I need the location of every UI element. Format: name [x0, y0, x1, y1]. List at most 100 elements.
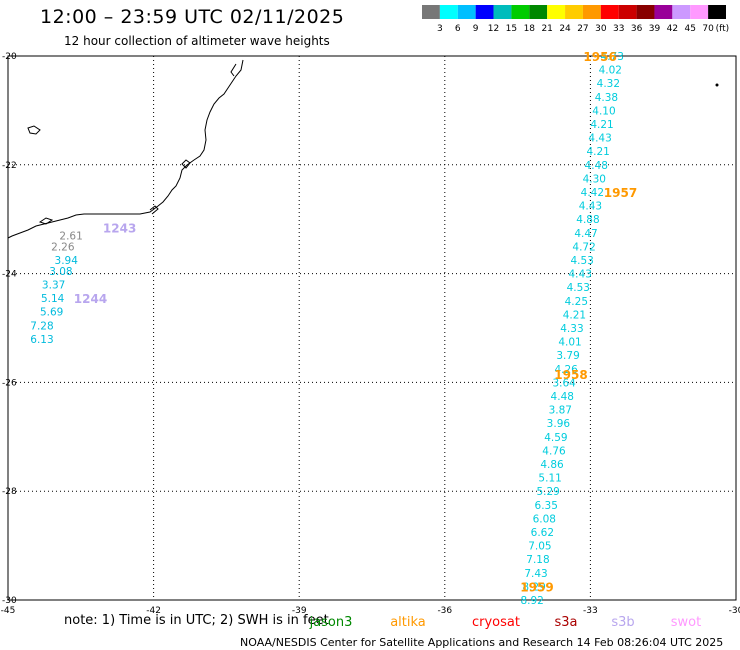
swh-value-label: 3.08 — [49, 266, 72, 278]
scale-swatch — [654, 5, 673, 19]
graticule: -45 -42 -39 -36 -33 -30 -20 -22 -24 -26 -28 -30 — [1, 52, 740, 616]
swh-value-label: 4.48 — [551, 391, 574, 403]
coastline — [7, 59, 719, 239]
scale-label: 9 — [473, 24, 479, 33]
lat-tick-label: -28 — [2, 487, 17, 497]
scale-swatch — [457, 5, 476, 19]
swh-value-label: 4.30 — [583, 173, 606, 185]
scale-swatch — [708, 5, 726, 19]
lon-tick-label: -39 — [292, 606, 307, 616]
swh-value-label: 3.87 — [549, 405, 572, 417]
scale-label: 36 — [631, 24, 643, 33]
swh-value-label: 4.72 — [572, 241, 595, 253]
swh-value-label: 4.33 — [560, 323, 583, 335]
scale-label: 70 — [702, 24, 714, 33]
scale-label: 6 — [455, 24, 461, 33]
swh-value-label: 4.21 — [586, 146, 609, 158]
swh-value-label: 4.48 — [585, 160, 608, 172]
lat-tick-label: -26 — [2, 378, 17, 388]
lat-tick-label: -20 — [2, 52, 17, 62]
scale-label: 42 — [667, 24, 678, 33]
swh-value-label: 6.13 — [30, 334, 53, 346]
scale-label: 30 — [595, 24, 607, 33]
scale-swatch — [439, 5, 458, 19]
swh-value-label: 3.96 — [547, 418, 571, 430]
swh-value-label: 4.86 — [540, 459, 564, 471]
bay-shoreline — [38, 205, 159, 225]
pass-time-label: 1957 — [604, 186, 637, 200]
swh-value-label: 4.42 — [581, 187, 604, 199]
lat-tick-label: -30 — [2, 596, 17, 606]
scale-swatch — [475, 5, 494, 19]
swh-value-label: 4.76 — [542, 445, 566, 457]
satellite-legend: jason3 altika cryosat s3a s3b swot — [309, 615, 702, 630]
pass-time-label: 1958 — [554, 368, 587, 382]
bay-island — [181, 159, 191, 169]
brazil-coastline — [7, 59, 244, 239]
swh-value-label: 4.59 — [544, 432, 567, 444]
scale-swatch — [600, 5, 619, 19]
swh-value-label: 4.43 — [569, 269, 592, 281]
map-frame — [7, 55, 737, 601]
swh-value-label: 4.88 — [576, 214, 599, 226]
scale-label: 21 — [541, 24, 552, 33]
swh-value-label: 5.11 — [538, 473, 561, 485]
swh-value-label: 4.25 — [565, 296, 588, 308]
swh-value-label: 4.53 — [567, 282, 590, 294]
swh-value-label: 6.62 — [531, 527, 554, 539]
swh-value-label: 7.05 — [528, 541, 551, 553]
altimeter-tracks: 4.734.024.324.384.104.214.434.214.484.30… — [30, 50, 637, 607]
swh-value-label: 4.32 — [597, 78, 620, 90]
satellite-legend-jason3: jason3 — [309, 615, 353, 630]
lon-tick-label: -36 — [437, 606, 452, 616]
swh-value-label: 3.37 — [42, 279, 65, 291]
swh-value-label: 4.43 — [579, 201, 602, 213]
footer-credit: NOAA/NESDIS Center for Satellite Applica… — [240, 636, 724, 649]
altika-track: 4.734.024.324.384.104.214.434.214.484.30… — [520, 50, 637, 607]
scale-swatch — [690, 5, 709, 19]
lon-tick-label: -45 — [1, 606, 16, 616]
swh-value-label: 5.69 — [40, 307, 63, 319]
swh-value-label: 4.21 — [590, 119, 613, 131]
satellite-legend-altika: altika — [390, 615, 426, 630]
scale-swatch — [618, 5, 637, 19]
note-text: note: 1) Time is in UTC; 2) SWH is in fe… — [64, 613, 329, 628]
swh-value-label: 8.92 — [520, 595, 543, 607]
lon-tick-label: -42 — [146, 606, 161, 616]
pass-time-label: 1956 — [583, 50, 616, 64]
swh-value-label: 4.10 — [592, 105, 615, 117]
scale-label: 39 — [649, 24, 661, 33]
scale-swatch — [547, 5, 566, 19]
pass-time-label: 1959 — [520, 580, 553, 594]
scale-label: 24 — [559, 24, 571, 33]
scale-swatch — [493, 5, 512, 19]
lat-tick-label: -24 — [2, 270, 17, 280]
swh-value-label: 7.28 — [30, 320, 53, 332]
ocean-island — [715, 83, 719, 87]
swh-value-label: 5.14 — [41, 293, 65, 305]
scale-swatch — [582, 5, 601, 19]
note-line: note: 1) Time is in UTC; 2) SWH is in fe… — [64, 613, 329, 628]
swh-value-label: 6.08 — [533, 513, 556, 525]
swh-value-label: 3.94 — [55, 255, 79, 267]
lat-tick-label: -22 — [2, 161, 17, 171]
scale-swatch — [672, 5, 691, 19]
swh-value-label: 4.73 — [601, 51, 624, 63]
pass-time-label: 1244 — [74, 292, 107, 306]
scale-swatch — [511, 5, 530, 19]
satellite-legend-cryosat: cryosat — [472, 615, 520, 630]
scale-swatch — [422, 5, 440, 19]
map-title: 12:00 – 23:59 UTC 02/11/2025 — [40, 6, 345, 28]
coastline-detail-a — [230, 63, 237, 77]
swh-value-label: 2.26 — [51, 241, 75, 253]
scale-swatch — [636, 5, 655, 19]
inland-lake — [27, 125, 41, 135]
scale-label: 33 — [613, 24, 624, 33]
swh-value-label: 7.43 — [524, 568, 547, 580]
satellite-legend-swot: swot — [671, 615, 701, 630]
swh-value-label: 2.61 — [59, 231, 82, 243]
scale-swatch — [529, 5, 548, 19]
swh-value-label: 4.53 — [570, 255, 593, 267]
scale-label: 3 — [437, 24, 443, 33]
